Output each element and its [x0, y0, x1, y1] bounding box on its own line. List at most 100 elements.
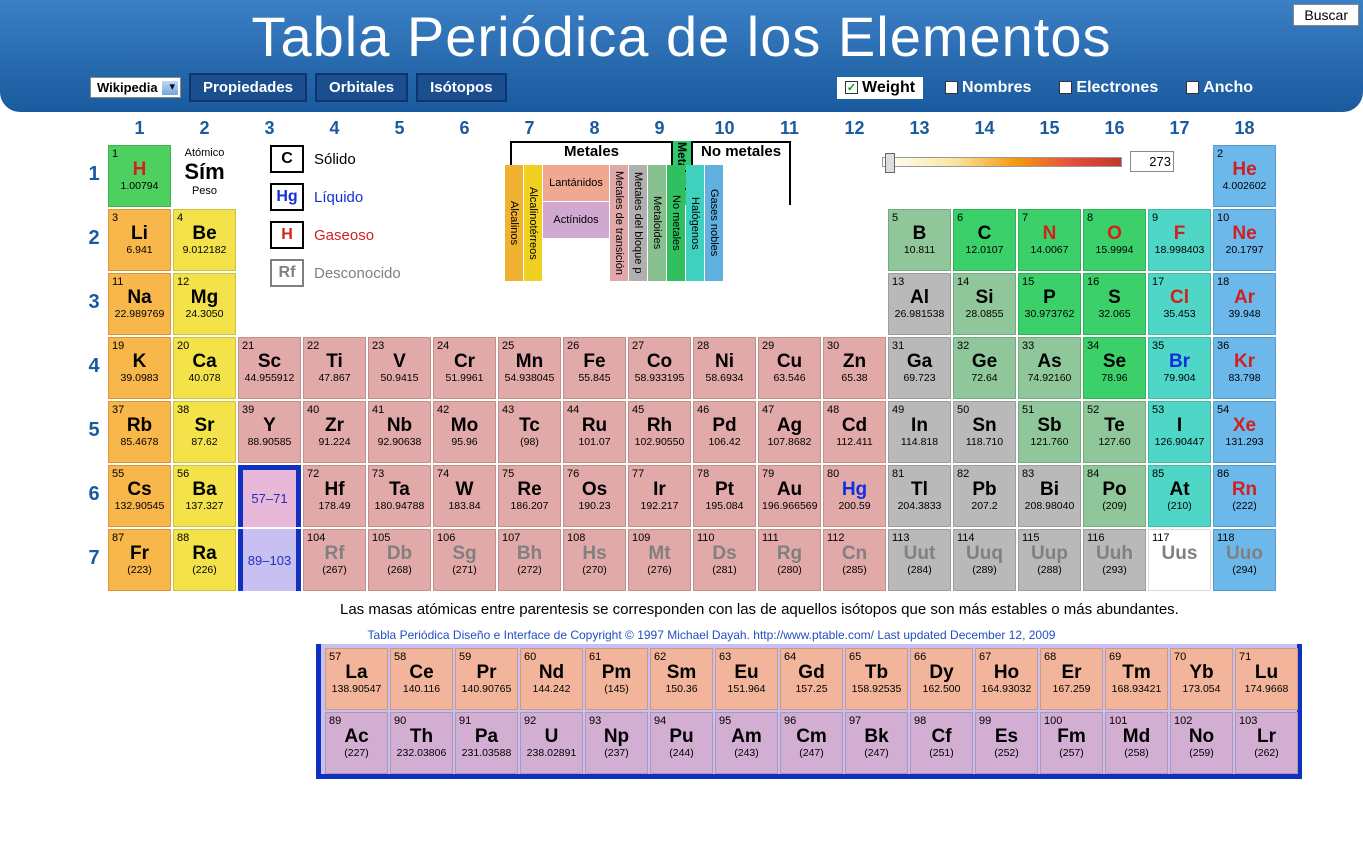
element-Ac[interactable]: 89Ac(227) — [325, 712, 388, 774]
element-No[interactable]: 102No(259) — [1170, 712, 1233, 774]
group-16[interactable]: 16 — [1083, 118, 1146, 139]
group-1[interactable]: 1 — [108, 118, 171, 139]
element-Gd[interactable]: 64Gd157.25 — [780, 648, 843, 710]
element-As[interactable]: 33As74.92160 — [1018, 337, 1081, 399]
check-wide[interactable]: Ancho — [1186, 79, 1253, 97]
element-Fm[interactable]: 100Fm(257) — [1040, 712, 1103, 774]
element-Sc[interactable]: 21Sc44.955912 — [238, 337, 301, 399]
element-Cf[interactable]: 98Cf(251) — [910, 712, 973, 774]
element-W[interactable]: 74W183.84 — [433, 465, 496, 527]
element-Pu[interactable]: 94Pu(244) — [650, 712, 713, 774]
period-6[interactable]: 6 — [80, 465, 108, 506]
element-V[interactable]: 23V50.9415 — [368, 337, 431, 399]
element-H[interactable]: 1H1.00794 — [108, 145, 171, 207]
element-Rg[interactable]: 111Rg(280) — [758, 529, 821, 591]
element-Rn[interactable]: 86Rn(222) — [1213, 465, 1276, 527]
element-Er[interactable]: 68Er167.259 — [1040, 648, 1103, 710]
element-Lr[interactable]: 103Lr(262) — [1235, 712, 1298, 774]
check-names[interactable]: Nombres — [945, 79, 1031, 97]
element-Cd[interactable]: 48Cd112.411 — [823, 401, 886, 463]
element-Ag[interactable]: 47Ag107.8682 — [758, 401, 821, 463]
element-Tm[interactable]: 69Tm168.93421 — [1105, 648, 1168, 710]
element-Pr[interactable]: 59Pr140.90765 — [455, 648, 518, 710]
element-Zn[interactable]: 30Zn65.38 — [823, 337, 886, 399]
period-4[interactable]: 4 — [80, 337, 108, 378]
element-Bh[interactable]: 107Bh(272) — [498, 529, 561, 591]
element-Yb[interactable]: 70Yb173.054 — [1170, 648, 1233, 710]
element-I[interactable]: 53I126.90447 — [1148, 401, 1211, 463]
element-Ir[interactable]: 77Ir192.217 — [628, 465, 691, 527]
period-7[interactable]: 7 — [80, 529, 108, 570]
group-7[interactable]: 7 — [498, 118, 561, 139]
element-Tb[interactable]: 65Tb158.92535 — [845, 648, 908, 710]
element-Kr[interactable]: 36Kr83.798 — [1213, 337, 1276, 399]
element-Uuh[interactable]: 116Uuh(293) — [1083, 529, 1146, 591]
element-Ti[interactable]: 22Ti47.867 — [303, 337, 366, 399]
group-18[interactable]: 18 — [1213, 118, 1276, 139]
element-Pd[interactable]: 46Pd106.42 — [693, 401, 756, 463]
element-Pa[interactable]: 91Pa231.03588 — [455, 712, 518, 774]
group-3[interactable]: 3 — [238, 118, 301, 139]
element-In[interactable]: 49In114.818 — [888, 401, 951, 463]
element-Mt[interactable]: 109Mt(276) — [628, 529, 691, 591]
element-Nb[interactable]: 41Nb92.90638 — [368, 401, 431, 463]
element-Md[interactable]: 101Md(258) — [1105, 712, 1168, 774]
element-Np[interactable]: 93Np(237) — [585, 712, 648, 774]
element-Fe[interactable]: 26Fe55.845 — [563, 337, 626, 399]
element-Ho[interactable]: 67Ho164.93032 — [975, 648, 1038, 710]
element-Re[interactable]: 75Re186.207 — [498, 465, 561, 527]
element-Tl[interactable]: 81Tl204.3833 — [888, 465, 951, 527]
element-Am[interactable]: 95Am(243) — [715, 712, 778, 774]
element-C[interactable]: 6C12.0107 — [953, 209, 1016, 271]
element-Dy[interactable]: 66Dy162.500 — [910, 648, 973, 710]
element-Eu[interactable]: 63Eu151.964 — [715, 648, 778, 710]
check-electrons[interactable]: Electrones — [1059, 79, 1158, 97]
check-weight[interactable]: ✓Weight — [837, 77, 923, 99]
element-Os[interactable]: 76Os190.23 — [563, 465, 626, 527]
element-Th[interactable]: 90Th232.03806 — [390, 712, 453, 774]
group-5[interactable]: 5 — [368, 118, 431, 139]
group-11[interactable]: 11 — [758, 118, 821, 139]
element-Au[interactable]: 79Au196.966569 — [758, 465, 821, 527]
element-Ru[interactable]: 44Ru101.07 — [563, 401, 626, 463]
group-8[interactable]: 8 — [563, 118, 626, 139]
tab-orbitales[interactable]: Orbitales — [315, 73, 408, 102]
group-9[interactable]: 9 — [628, 118, 691, 139]
element-Po[interactable]: 84Po(209) — [1083, 465, 1146, 527]
element-La[interactable]: 57La138.90547 — [325, 648, 388, 710]
group-6[interactable]: 6 — [433, 118, 496, 139]
element-Bk[interactable]: 97Bk(247) — [845, 712, 908, 774]
element-Al[interactable]: 13Al26.981538 — [888, 273, 951, 335]
group-13[interactable]: 13 — [888, 118, 951, 139]
group-4[interactable]: 4 — [303, 118, 366, 139]
element-Te[interactable]: 52Te127.60 — [1083, 401, 1146, 463]
element-Uuq[interactable]: 114Uuq(289) — [953, 529, 1016, 591]
search-button[interactable]: Buscar — [1293, 4, 1359, 26]
element-Mg[interactable]: 12Mg24.3050 — [173, 273, 236, 335]
element-Cu[interactable]: 29Cu63.546 — [758, 337, 821, 399]
period-1[interactable]: 1 — [80, 145, 108, 186]
element-Xe[interactable]: 54Xe131.293 — [1213, 401, 1276, 463]
element-Hf[interactable]: 72Hf178.49 — [303, 465, 366, 527]
element-B[interactable]: 5B10.811 — [888, 209, 951, 271]
lanthanide-link[interactable]: 57–71 — [238, 465, 301, 527]
element-Rh[interactable]: 45Rh102.90550 — [628, 401, 691, 463]
element-Sb[interactable]: 51Sb121.760 — [1018, 401, 1081, 463]
element-Zr[interactable]: 40Zr91.224 — [303, 401, 366, 463]
element-O[interactable]: 8O15.9994 — [1083, 209, 1146, 271]
group-14[interactable]: 14 — [953, 118, 1016, 139]
element-Ga[interactable]: 31Ga69.723 — [888, 337, 951, 399]
element-Hs[interactable]: 108Hs(270) — [563, 529, 626, 591]
element-Uup[interactable]: 115Uup(288) — [1018, 529, 1081, 591]
element-Y[interactable]: 39Y88.90585 — [238, 401, 301, 463]
element-Sg[interactable]: 106Sg(271) — [433, 529, 496, 591]
element-Sn[interactable]: 50Sn118.710 — [953, 401, 1016, 463]
element-Lu[interactable]: 71Lu174.9668 — [1235, 648, 1298, 710]
element-Ge[interactable]: 32Ge72.64 — [953, 337, 1016, 399]
group-12[interactable]: 12 — [823, 118, 886, 139]
element-Si[interactable]: 14Si28.0855 — [953, 273, 1016, 335]
element-Cn[interactable]: 112Cn(285) — [823, 529, 886, 591]
element-S[interactable]: 16S32.065 — [1083, 273, 1146, 335]
element-Ds[interactable]: 110Ds(281) — [693, 529, 756, 591]
element-Ca[interactable]: 20Ca40.078 — [173, 337, 236, 399]
